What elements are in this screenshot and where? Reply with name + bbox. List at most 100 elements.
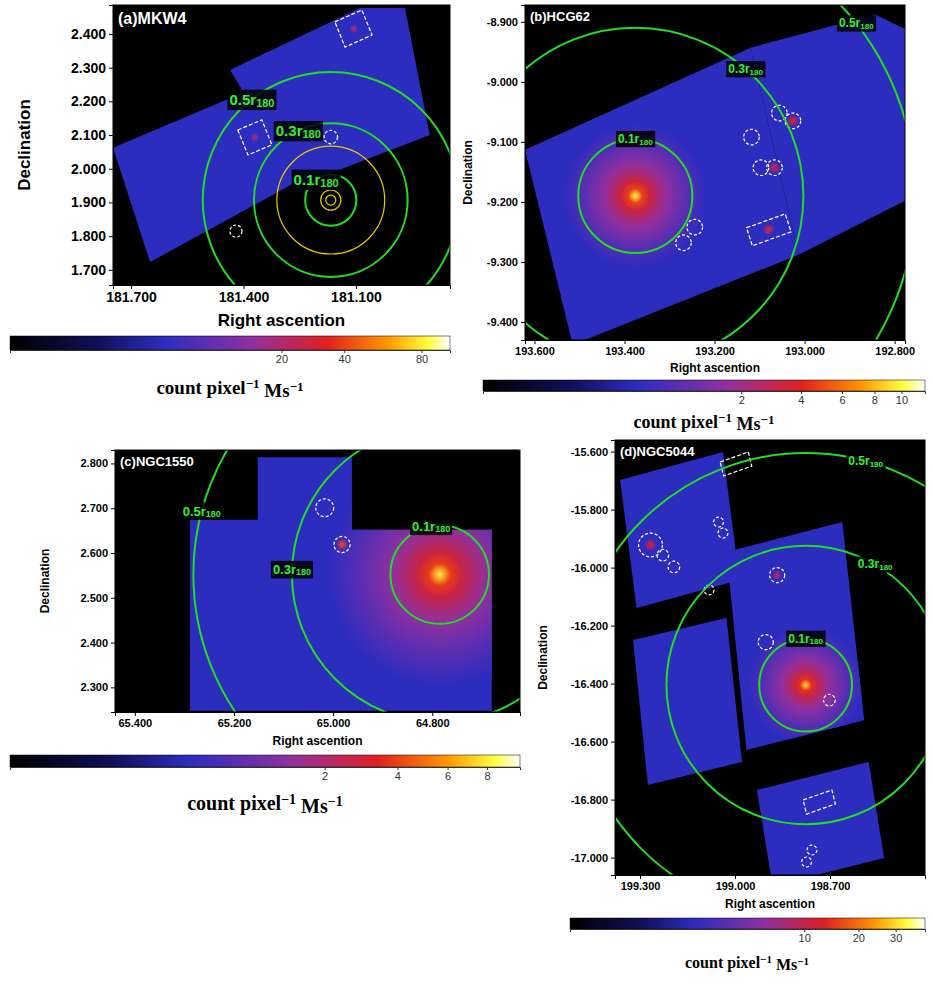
footprint [230,8,430,185]
footprint [620,452,739,608]
tick: -16.800 [571,794,615,806]
tick-mark [534,340,535,344]
tick: 2.300 [71,60,113,76]
tick: 2.400 [71,26,113,42]
excluded-circle [704,585,714,595]
tick-label: 193.600 [515,345,555,357]
r180-circle [390,525,489,624]
colorbar: 10 20 30 count pixel−1 Ms−1 [570,918,926,973]
axis-line [526,341,906,345]
tick: 181.400 [219,285,270,305]
plot-area [113,8,450,285]
tick: 80 [416,350,428,365]
tick: 4 [798,391,804,406]
r180-label-main: 0.3r [273,562,296,577]
colorbar-label-text: Ms [260,380,290,401]
tick-label: 2.200 [71,93,106,109]
tick: 30 [890,929,902,944]
tick: -16.600 [571,736,615,748]
contour [326,195,336,205]
plot-area [615,452,925,875]
tick: 2.400 [80,637,115,649]
tick-label: -16.200 [571,620,608,632]
tick-label: -9.100 [487,136,518,148]
emission [748,627,864,743]
tick-label: 2.100 [71,127,106,143]
tick-label: -15.800 [571,504,608,516]
axis-line [521,6,526,341]
x-axis-title: Right ascention [670,361,760,375]
point-source [771,569,783,581]
tick-label: 2.400 [71,26,106,42]
plot-area [525,5,905,340]
tick-mark [611,452,615,453]
tick: -8.900 [487,16,525,28]
tick-mark [432,712,433,716]
tick: -9.100 [487,136,525,148]
tick-label: 30 [890,932,902,944]
axis-line [116,713,521,717]
panel: 65.40065.20065.00064.8002.8002.7002.6002… [10,328,686,821]
tick: 2 [322,767,328,782]
tick-label: 2.800 [80,457,108,469]
excluded-circle [687,219,703,235]
excluded-circle [676,235,692,251]
tick-mark [109,202,113,203]
axis: 204080 [11,350,451,365]
axis: 181.700181.400181.100 [106,285,450,305]
colorbar-label-text: Ms [732,414,761,434]
tick-mark [521,82,525,83]
r180-label-text: 0.3r180 [858,557,893,571]
tick-mark [111,463,115,464]
point-source [335,538,348,551]
tick-label: 192.800 [875,345,915,357]
r180-label-text: 0.1r180 [412,518,450,534]
axis-line [111,451,116,713]
tick-label: 80 [416,353,428,365]
colorbar-label: count pixel−1 Ms−1 [187,792,343,817]
tick-label: 1.900 [71,194,106,210]
tick: 199.300 [621,875,661,892]
label-patch [786,631,825,647]
tick: 1.900 [71,194,113,210]
r180-label-main: 0.5r [229,91,256,108]
tick: 2.100 [71,127,113,143]
colorbar-ramp [10,336,450,350]
tick-mark [521,22,525,23]
tick: -9.300 [487,256,525,268]
contour [321,190,341,210]
colorbar-label-text: count pixel [685,954,761,972]
colorbar-label: count pixel−1 Ms−1 [685,953,809,973]
r180-label: 0.3r180 [274,121,323,141]
excluded-circle [807,845,817,855]
tick-mark [611,684,615,685]
axis: 246810 [484,391,926,406]
tick-label: 199.300 [621,880,661,892]
colorbar-label-sup: −1 [246,376,260,391]
r180-label-text: 0.5r180 [229,91,274,109]
tick-label: 6 [445,770,451,782]
r180-label-main: 0.5r [848,454,870,468]
tick-mark [611,510,615,511]
excluded-box [747,214,792,246]
tick-label: 181.100 [331,289,382,305]
r180-label-main: 0.1r [618,132,640,146]
excluded-box [803,790,835,814]
r180-label: 0.1r180 [786,631,825,647]
colorbar-ramp [483,380,925,391]
footprint [525,48,799,340]
r180-label: 0.1r180 [410,517,452,535]
colorbar-label-text: count pixel [156,377,245,398]
tick: 20 [853,929,865,944]
footprint [751,15,905,255]
r180-label-sub: 180 [320,177,338,189]
r180-circle [292,450,520,712]
r180-label-sub: 180 [870,459,884,468]
tick-label: 10 [799,932,811,944]
r180-label-main: 0.1r [294,171,321,188]
r180-label-text: 0.3r180 [273,562,311,578]
tick-mark [109,270,113,271]
excluded-circle [758,635,773,650]
label-patch [292,170,341,190]
x-axis-title: Right ascention [218,311,346,330]
